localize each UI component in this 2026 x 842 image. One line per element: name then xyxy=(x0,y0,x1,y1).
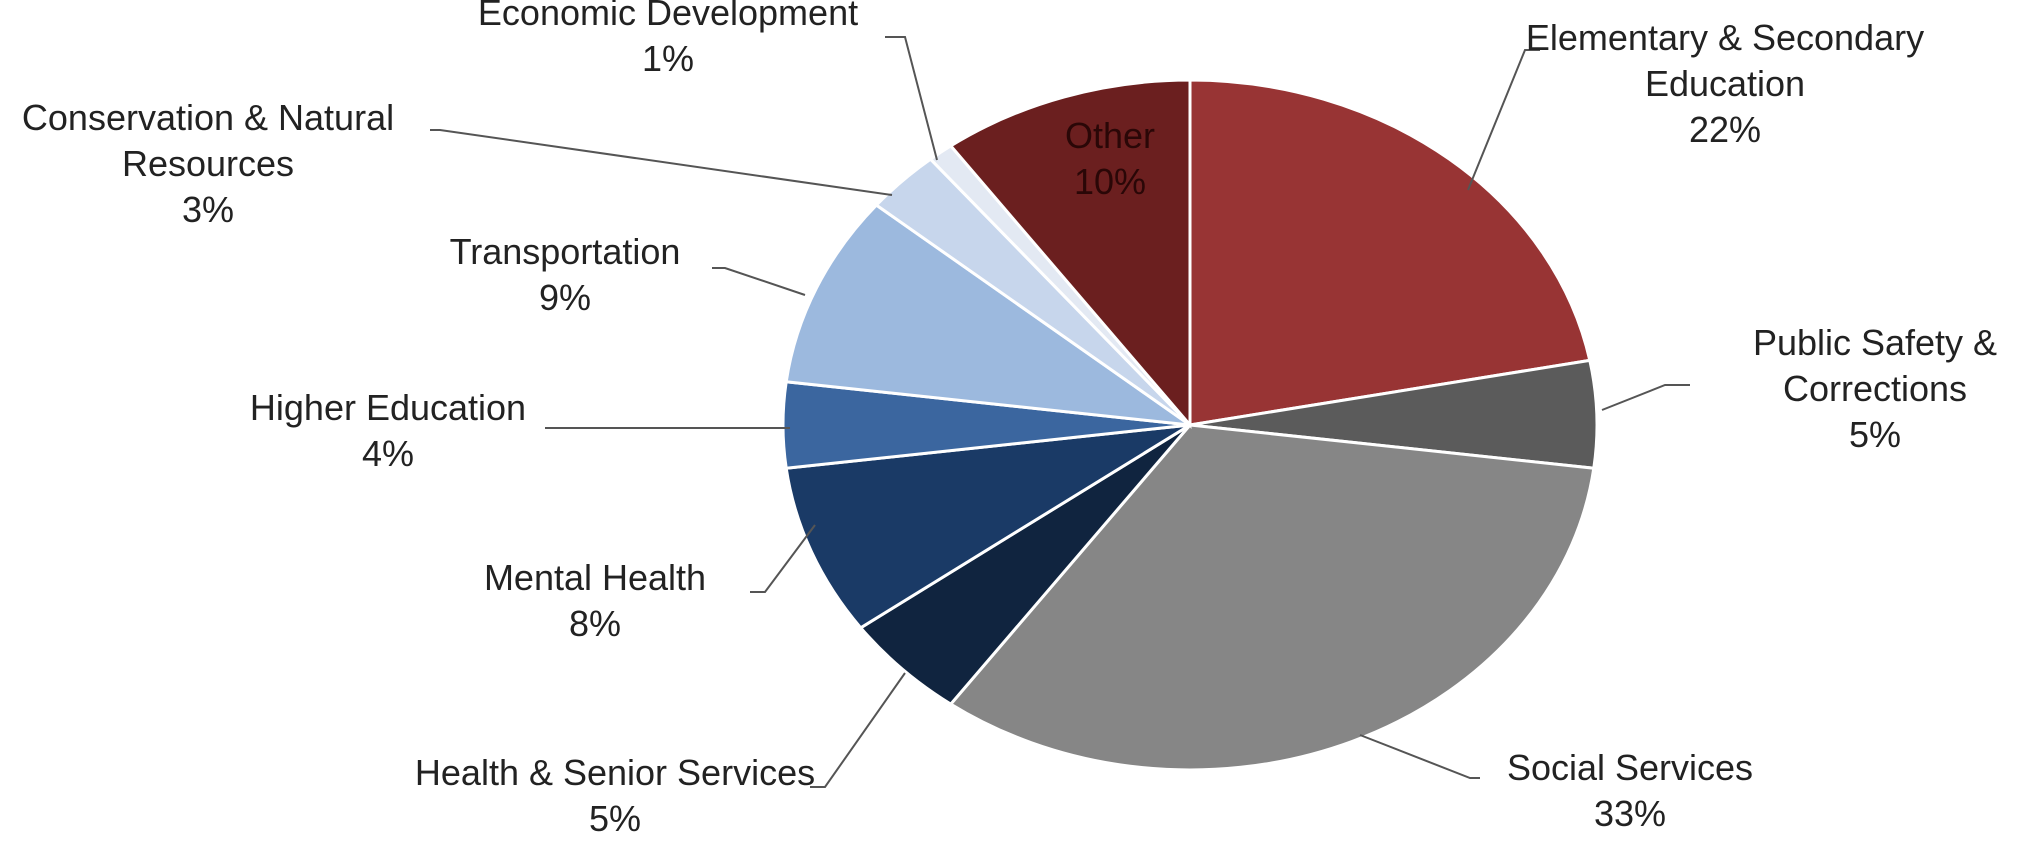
pie-slice-transportation xyxy=(784,203,1191,427)
slice-labels: Elementary & Secondary Education 22% Public… xyxy=(22,0,1997,839)
data-label-social-services: Social Services 33% xyxy=(1507,747,1753,834)
leader-line-transportation xyxy=(712,267,806,296)
data-label-other: Other 10% xyxy=(1065,115,1155,202)
data-label-economic-development: Economic Development 1% xyxy=(478,0,858,79)
data-label-elementary-and-secondary-education: Elementary & Secondary Education 22% xyxy=(1526,17,1924,150)
data-label-health-and-senior-services: Health & Senior Services 5% xyxy=(415,752,815,839)
data-label-mental-health: Mental Health 8% xyxy=(484,557,706,644)
data-label-public-safety-and-corrections: Public Safety & Corrections 5% xyxy=(1753,322,1997,455)
leader-line-social-services xyxy=(1359,734,1480,779)
pie-slice-social-services xyxy=(948,423,1596,772)
leader-line-health-and-senior-services xyxy=(810,672,906,788)
leader-line-conservation-and-natural-resources xyxy=(430,129,893,196)
leader-lines xyxy=(430,36,1690,788)
leader-line-public-safety-and-corrections xyxy=(1601,384,1690,411)
data-label-transportation: Transportation 9% xyxy=(450,231,681,318)
pie-slice-elementary-and-secondary-education xyxy=(1188,78,1592,427)
leader-line-economic-development xyxy=(885,36,938,161)
pie-slice-mental-health xyxy=(784,423,1191,630)
pie-slice-other xyxy=(948,78,1192,430)
leader-line-mental-health xyxy=(750,524,816,593)
pie-slices xyxy=(781,78,1599,772)
data-label-higher-education: Higher Education 4% xyxy=(250,387,526,474)
data-label-conservation-and-natural-resources: Conservation & Natural Resources 3% xyxy=(22,97,394,230)
leader-line-elementary-and-secondary-education xyxy=(1467,49,1540,191)
